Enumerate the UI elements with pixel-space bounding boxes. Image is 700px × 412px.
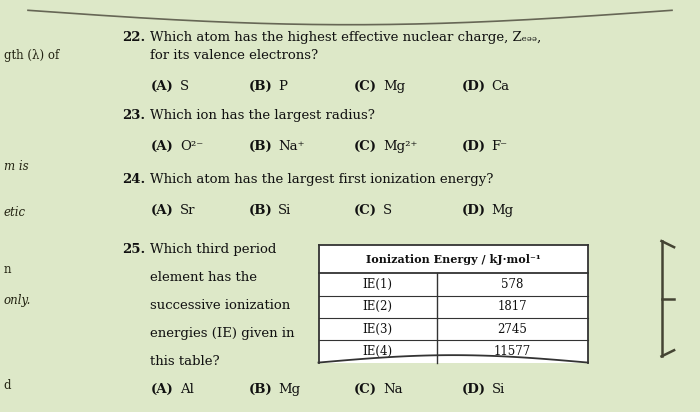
Text: etic: etic	[4, 206, 26, 219]
Text: successive ionization: successive ionization	[150, 299, 290, 312]
Text: 578: 578	[501, 278, 524, 291]
Text: (A): (A)	[150, 204, 174, 217]
Text: (B): (B)	[248, 140, 272, 153]
Text: 23.: 23.	[122, 109, 146, 122]
Text: only.: only.	[4, 294, 31, 307]
Text: Al: Al	[180, 383, 194, 396]
Text: Si: Si	[491, 383, 505, 396]
Text: d: d	[4, 379, 11, 392]
Text: Ca: Ca	[491, 80, 510, 93]
Text: for its valence electrons?: for its valence electrons?	[150, 49, 318, 62]
Text: Which ion has the largest radius?: Which ion has the largest radius?	[150, 109, 375, 122]
Text: (C): (C)	[354, 80, 377, 93]
Text: (D): (D)	[462, 383, 486, 396]
Text: this table?: this table?	[150, 355, 220, 368]
Text: Ionization Energy / kJ·mol⁻¹: Ionization Energy / kJ·mol⁻¹	[366, 254, 540, 265]
Text: energies (IE) given in: energies (IE) given in	[150, 327, 295, 340]
Text: (A): (A)	[150, 140, 174, 153]
Text: S: S	[383, 204, 392, 217]
Text: S: S	[180, 80, 189, 93]
Text: 2745: 2745	[498, 323, 528, 336]
Text: (C): (C)	[354, 204, 377, 217]
Text: Na: Na	[383, 383, 402, 396]
Text: Sr: Sr	[180, 204, 195, 217]
Text: Mg²⁺: Mg²⁺	[383, 140, 417, 153]
Text: (A): (A)	[150, 80, 174, 93]
Text: (B): (B)	[248, 204, 272, 217]
Text: 22.: 22.	[122, 30, 146, 44]
Text: (D): (D)	[462, 204, 486, 217]
Text: Mg: Mg	[491, 204, 514, 217]
Text: m is: m is	[4, 160, 28, 173]
Text: (D): (D)	[462, 140, 486, 153]
Text: (C): (C)	[354, 140, 377, 153]
Text: (D): (D)	[462, 80, 486, 93]
Text: 25.: 25.	[122, 243, 146, 256]
Text: Which atom has the highest effective nuclear charge, Zₑₔₔ,: Which atom has the highest effective nuc…	[150, 30, 542, 44]
Text: (B): (B)	[248, 383, 272, 396]
Text: IE(2): IE(2)	[363, 300, 393, 313]
Text: (B): (B)	[248, 80, 272, 93]
Text: P: P	[278, 80, 287, 93]
Text: Which third period: Which third period	[150, 243, 277, 256]
Bar	[318, 245, 588, 363]
Text: Which atom has the largest first ionization energy?: Which atom has the largest first ionizat…	[150, 173, 494, 186]
Text: IE(4): IE(4)	[363, 345, 393, 358]
Text: 24.: 24.	[122, 173, 146, 186]
Text: 1817: 1817	[498, 300, 527, 313]
Text: O²⁻: O²⁻	[180, 140, 203, 153]
Text: (C): (C)	[354, 383, 377, 396]
Text: F⁻: F⁻	[491, 140, 508, 153]
Text: (A): (A)	[150, 383, 174, 396]
Text: IE(3): IE(3)	[363, 323, 393, 336]
Text: Na⁺: Na⁺	[278, 140, 304, 153]
Text: 11577: 11577	[494, 345, 531, 358]
Text: IE(1): IE(1)	[363, 278, 393, 291]
Text: Mg: Mg	[278, 383, 300, 396]
Text: element has the: element has the	[150, 271, 258, 284]
Text: n: n	[4, 263, 11, 276]
Text: Si: Si	[278, 204, 291, 217]
Text: Mg: Mg	[383, 80, 405, 93]
Text: gth (λ) of: gth (λ) of	[4, 49, 59, 62]
